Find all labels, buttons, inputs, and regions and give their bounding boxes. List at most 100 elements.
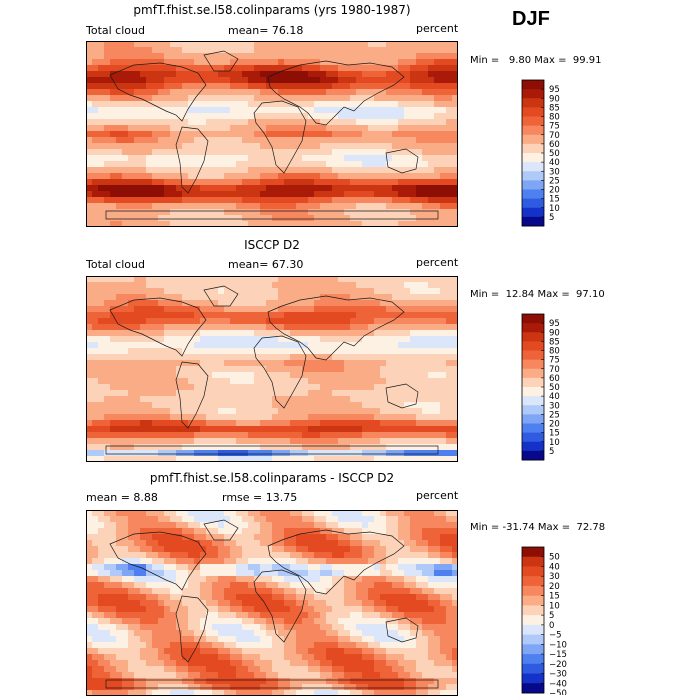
field-cell	[158, 444, 165, 451]
field-cell	[110, 390, 117, 397]
field-cell	[434, 53, 441, 60]
field-cell	[254, 384, 261, 391]
field-cell	[254, 348, 261, 355]
field-cell	[344, 600, 351, 607]
field-cell	[302, 113, 309, 120]
field-cell	[182, 576, 189, 583]
field-cell	[110, 221, 117, 227]
field-cell	[452, 372, 458, 379]
field-cell	[320, 59, 327, 66]
field-cell	[446, 113, 453, 120]
field-cell	[98, 119, 105, 126]
field-cell	[140, 354, 147, 361]
field-cell	[314, 510, 321, 517]
field-cell	[380, 83, 387, 90]
field-cell	[326, 378, 333, 385]
field-cell	[272, 47, 279, 54]
field-cell	[110, 101, 117, 108]
field-cell	[386, 209, 393, 216]
field-cell	[296, 342, 303, 349]
field-cell	[260, 342, 267, 349]
field-cell	[86, 221, 93, 227]
field-cell	[278, 600, 285, 607]
field-cell	[86, 408, 93, 415]
field-cell	[446, 89, 453, 96]
field-cell	[374, 330, 381, 337]
field-cell	[326, 125, 333, 132]
field-cell	[248, 179, 255, 186]
field-cell	[194, 450, 201, 457]
field-cell	[134, 191, 141, 198]
field-cell	[308, 408, 315, 415]
field-cell	[446, 510, 453, 517]
field-cell	[254, 456, 261, 462]
field-cell	[170, 125, 177, 132]
field-cell	[434, 306, 441, 313]
field-cell	[374, 47, 381, 54]
field-cell	[446, 600, 453, 607]
field-cell	[242, 294, 249, 301]
field-cell	[386, 510, 393, 517]
field-cell	[386, 95, 393, 102]
field-cell	[152, 65, 159, 72]
field-cell	[110, 444, 117, 451]
panel3-units-label: percent	[416, 489, 459, 502]
field-cell	[308, 342, 315, 349]
field-cell	[260, 77, 267, 84]
field-cell	[332, 179, 339, 186]
field-cell	[326, 101, 333, 108]
field-cell	[98, 203, 105, 210]
field-cell	[164, 89, 171, 96]
field-cell	[86, 456, 93, 462]
field-cell	[260, 59, 267, 66]
field-cell	[98, 342, 105, 349]
field-cell	[332, 558, 339, 565]
field-cell	[254, 540, 261, 547]
field-cell	[122, 330, 129, 337]
field-cell	[176, 203, 183, 210]
field-cell	[146, 456, 153, 462]
field-cell	[170, 77, 177, 84]
field-cell	[170, 113, 177, 120]
field-cell	[152, 191, 159, 198]
field-cell	[392, 41, 399, 48]
field-cell	[398, 47, 405, 54]
field-cell	[140, 203, 147, 210]
field-cell	[212, 276, 219, 283]
field-cell	[404, 516, 411, 523]
field-cell	[368, 221, 375, 227]
field-cell	[422, 576, 429, 583]
field-cell	[152, 402, 159, 409]
field-cell	[230, 414, 237, 421]
field-cell	[356, 101, 363, 108]
field-cell	[104, 113, 111, 120]
field-cell	[290, 438, 297, 445]
field-cell	[236, 149, 243, 156]
field-cell	[242, 360, 249, 367]
field-cell	[230, 342, 237, 349]
field-cell	[218, 330, 225, 337]
field-cell	[146, 450, 153, 457]
field-cell	[446, 179, 453, 186]
field-cell	[440, 113, 447, 120]
field-cell	[296, 372, 303, 379]
colorbar-bin	[522, 116, 544, 127]
field-cell	[272, 215, 279, 222]
field-cell	[134, 522, 141, 529]
field-cell	[410, 167, 417, 174]
field-cell	[302, 552, 309, 559]
field-cell	[230, 300, 237, 307]
field-cell	[104, 59, 111, 66]
field-cell	[410, 354, 417, 361]
field-cell	[326, 203, 333, 210]
field-cell	[296, 203, 303, 210]
field-cell	[176, 185, 183, 192]
field-cell	[350, 438, 357, 445]
field-cell	[440, 360, 447, 367]
field-cell	[188, 426, 195, 433]
field-cell	[86, 600, 93, 607]
field-cell	[422, 402, 429, 409]
field-cell	[272, 420, 279, 427]
field-cell	[350, 119, 357, 126]
